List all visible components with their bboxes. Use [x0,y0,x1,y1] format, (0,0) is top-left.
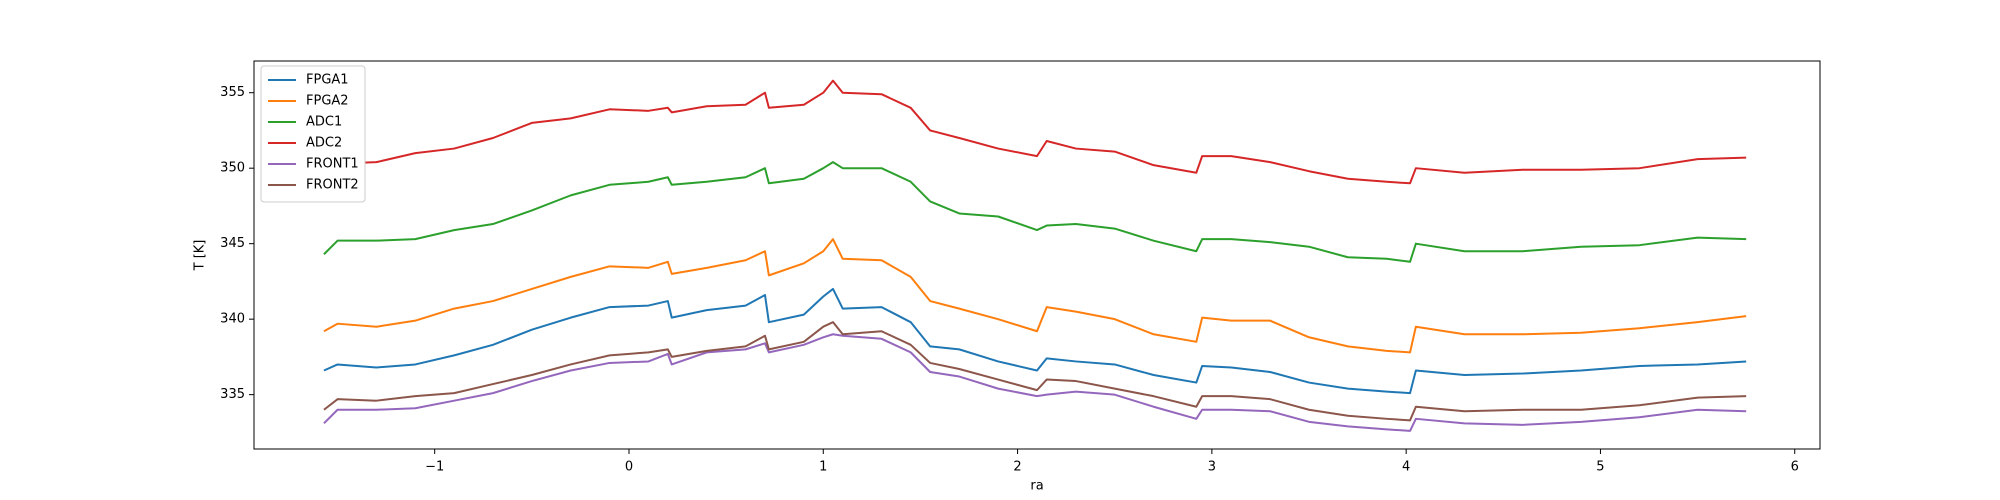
legend-label: FRONT2 [306,178,359,193]
y-tick-label: 340 [220,312,245,327]
y-axis-label: T [K] [193,240,208,272]
y-tick-label: 355 [220,85,245,100]
series-line [323,238,1747,354]
y-tick-label: 345 [220,236,245,251]
x-tick-label: 3 [1208,460,1216,475]
series-line [323,79,1747,185]
y-tick-label: 335 [220,387,245,402]
x-axis-label: ra [1030,479,1043,494]
series-line [323,161,1747,263]
x-tick-label: 6 [1791,460,1799,475]
y-tick-label: 350 [220,161,245,176]
series-line [323,333,1747,432]
x-tick-label: 2 [1013,460,1021,475]
legend-label: ADC1 [306,115,342,130]
x-tick-label: 5 [1596,460,1604,475]
legend-label: FRONT1 [306,157,359,172]
x-tick-label: 4 [1402,460,1410,475]
legend-label: FPGA2 [306,94,349,109]
x-tick-label: −1 [425,460,444,475]
series-line [323,287,1747,395]
x-tick-label: 0 [625,460,633,475]
x-tick-label: 1 [819,460,827,475]
legend-label: FPGA1 [306,73,349,88]
legend-label: ADC2 [306,136,342,151]
series-line [323,321,1747,422]
plot-frame [253,60,1821,450]
